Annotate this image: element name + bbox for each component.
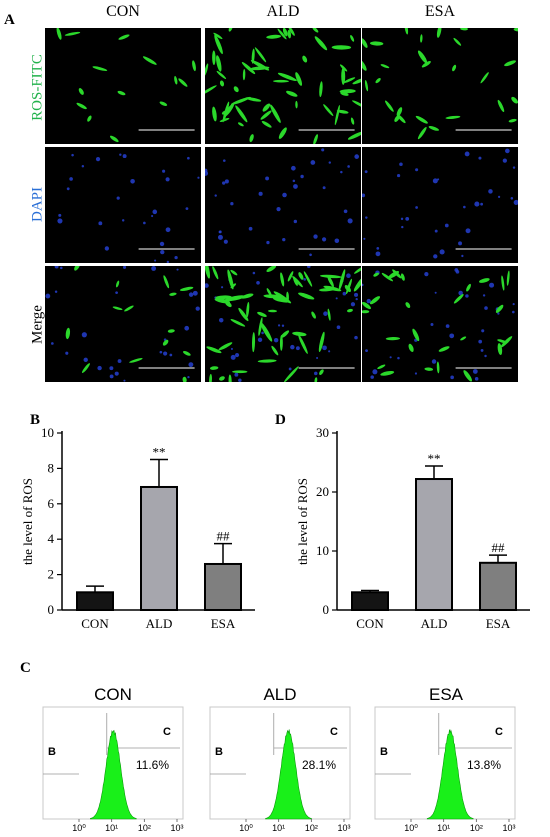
y-tick-label: 4 <box>48 531 55 546</box>
x-tick-label: 10² <box>138 823 151 832</box>
row-label-merge: Merge <box>29 305 46 344</box>
micrograph-con-ros-fitc <box>45 28 201 144</box>
x-tick-label: ALD <box>421 616 448 631</box>
micrograph-ald-merge <box>205 266 361 382</box>
panel-label-c: C <box>20 660 31 676</box>
x-tick-label: ESA <box>486 616 511 631</box>
y-tick-label: 20 <box>316 484 329 499</box>
micrograph-con-merge <box>45 266 201 382</box>
column-title-ald: ALD <box>266 3 300 20</box>
panel-label-a: A <box>4 12 15 28</box>
gated-percentage: 13.8% <box>467 758 501 772</box>
y-tick-label: 8 <box>48 460 55 475</box>
x-tick-label: 10¹ <box>272 823 285 832</box>
micrograph-esa-ros-fitc <box>362 28 518 144</box>
row-label-ros-fitc: ROS-FITC <box>29 54 46 121</box>
y-tick-label: 30 <box>316 425 329 440</box>
gate-label-left: B <box>380 746 388 758</box>
x-tick-label: 10¹ <box>105 823 118 832</box>
x-tick-label: ESA <box>211 616 236 631</box>
y-tick-label: 10 <box>41 425 54 440</box>
micrograph-con-dapi <box>45 147 201 263</box>
significance-marker: ## <box>492 540 506 555</box>
column-title-esa: ESA <box>424 3 456 20</box>
x-tick-label: ALD <box>146 616 173 631</box>
bar-esa <box>204 562 242 611</box>
gated-percentage: 28.1% <box>302 758 336 772</box>
gate-label-right: C <box>495 726 503 738</box>
row-label-dapi: DAPI <box>29 187 46 223</box>
histogram-peak <box>426 729 474 820</box>
significance-marker: ** <box>153 445 166 460</box>
bar-chart-b: 0 2 4 6 8 10 the level of ROS CON ** ALD ## ESA <box>0 415 275 650</box>
bar-esa <box>479 561 517 612</box>
x-tick-label: CON <box>81 616 109 631</box>
gate-label-right: C <box>330 726 338 738</box>
histogram-title: ESA <box>429 685 464 704</box>
x-tick-label: 10³ <box>170 823 183 832</box>
y-tick-label: 0 <box>323 602 330 617</box>
column-title-con: CON <box>106 3 140 20</box>
bar-con <box>351 591 389 612</box>
micrograph-ald-ros-fitc <box>205 28 361 144</box>
significance-marker: ** <box>428 451 441 466</box>
gate-label-right: C <box>163 726 171 738</box>
bar-ald <box>415 478 453 611</box>
histogram-title: ALD <box>263 685 296 704</box>
x-tick-label: 10⁰ <box>72 823 86 832</box>
x-tick-label: 10³ <box>337 823 350 832</box>
x-tick-label: 10⁰ <box>239 823 253 832</box>
panel-label-b: B <box>30 412 41 428</box>
histogram-title: CON <box>94 685 132 704</box>
y-axis-label: the level of ROS <box>20 478 35 565</box>
x-tick-label: 10¹ <box>437 823 450 832</box>
gate-label-left: B <box>215 746 223 758</box>
bar-ald <box>140 485 178 611</box>
gated-percentage: 11.6% <box>136 758 169 772</box>
x-tick-label: CON <box>356 616 384 631</box>
y-axis-label: the level of ROS <box>295 478 310 565</box>
x-tick-label: 10² <box>470 823 483 832</box>
micrograph-ald-dapi <box>205 147 361 263</box>
flow-cytometry-panel: CON B C 11.6% 10⁰ 10¹ 10² 10³ ALD B C 28.1% 10⁰ 10¹ 10… <box>0 660 550 837</box>
y-tick-label: 6 <box>48 496 55 511</box>
x-tick-label: 10³ <box>502 823 515 832</box>
x-tick-label: 10² <box>305 823 318 832</box>
y-tick-label: 0 <box>48 602 55 617</box>
histogram-con: CON B C 11.6% 10⁰ 10¹ 10² 10³ <box>42 685 184 833</box>
x-tick-label: 10⁰ <box>404 823 418 832</box>
significance-marker: ## <box>217 529 231 544</box>
panel-label-d: D <box>275 412 286 428</box>
histogram-ald: ALD B C 28.1% 10⁰ 10¹ 10² 10³ <box>209 685 351 833</box>
micrograph-esa-dapi <box>362 147 518 263</box>
histogram-peak <box>265 729 312 820</box>
histogram-esa: ESA B C 13.8% 10⁰ 10¹ 10² 10³ <box>374 685 516 833</box>
y-tick-label: 10 <box>316 543 329 558</box>
gate-label-left: B <box>48 746 56 758</box>
bar-chart-d: 0 10 20 30 the level of ROS CON ** ALD ## ESA <box>275 415 550 650</box>
micrograph-esa-merge <box>362 266 518 382</box>
bar-con <box>76 591 114 612</box>
histogram-peak <box>89 729 137 820</box>
y-tick-label: 2 <box>48 567 55 582</box>
